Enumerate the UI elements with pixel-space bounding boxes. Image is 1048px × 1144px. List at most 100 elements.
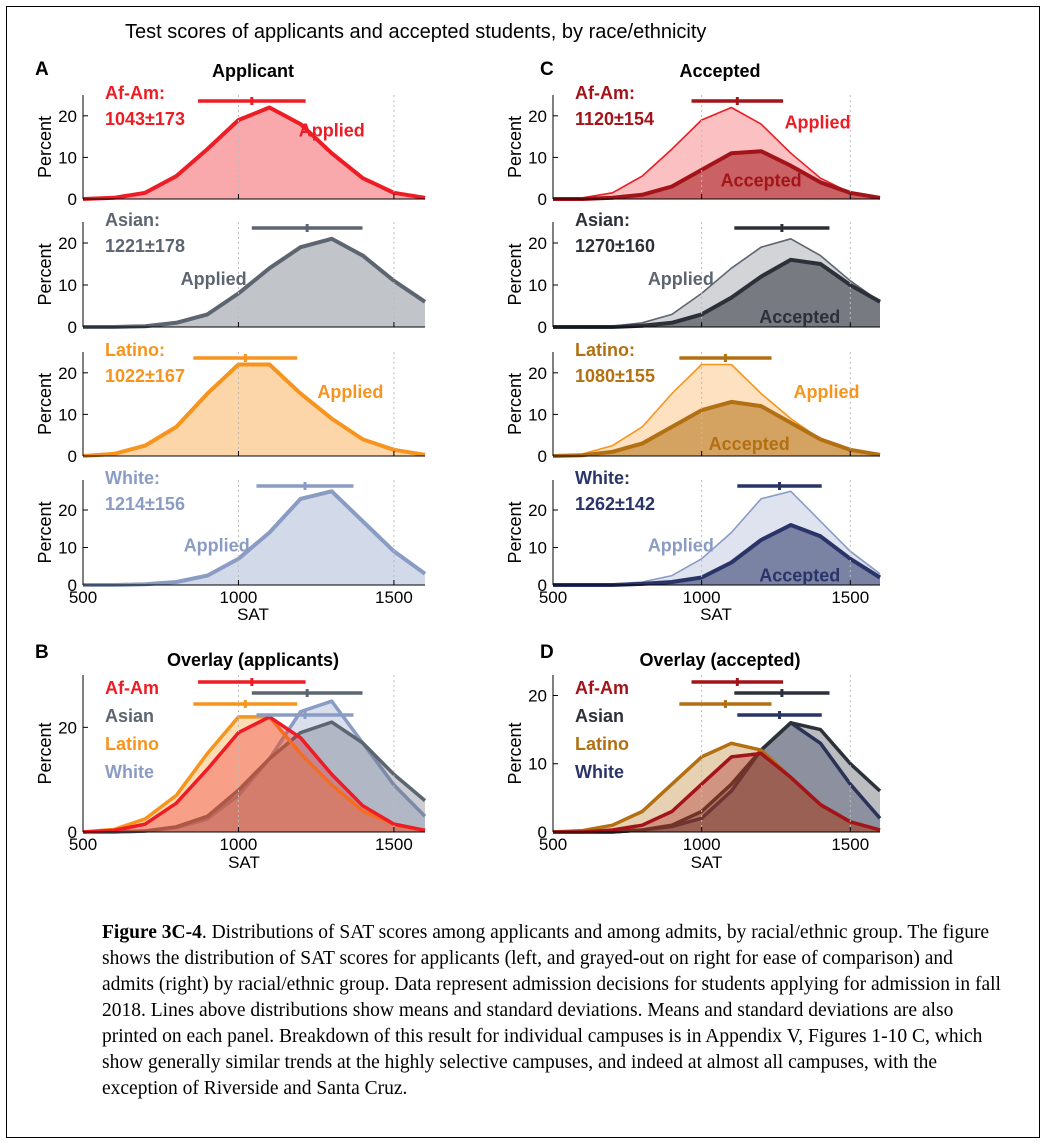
caption: Figure 3C-4. Distributions of SAT scores… <box>102 920 1002 1102</box>
y-tick-label: 20 <box>58 107 77 126</box>
y-axis-label: Percent <box>35 116 55 178</box>
figure-title: Test scores of applicants and accepted s… <box>125 21 706 43</box>
y-axis-label: Percent <box>35 722 55 784</box>
subplot-a-white: 0 10 20 500 1000 1500 Percent White: 1214±156 App… <box>35 468 427 607</box>
applied-label: Applied <box>181 269 247 289</box>
applied-line <box>552 106 881 200</box>
accepted-area <box>553 525 880 585</box>
x-axis-label-b: SAT <box>228 853 260 872</box>
afam-area <box>83 716 425 832</box>
y-axis-label: Percent <box>505 243 525 305</box>
group-stat: 1214±156 <box>105 494 185 514</box>
y-tick-label: 10 <box>528 405 547 424</box>
y-tick-label: 10 <box>528 276 547 295</box>
accepted-label: Accepted <box>721 171 802 191</box>
applied-line <box>82 362 426 458</box>
x-axis-label-d: SAT <box>691 853 723 872</box>
panel-letter-b: B <box>35 642 49 663</box>
white-area <box>553 722 880 832</box>
overlay-d: 0 10 20 500 1000 1500 Percent Af-Am Asian Latino W… <box>505 675 882 854</box>
afam-area <box>553 753 880 832</box>
afam-line <box>82 715 426 834</box>
y-tick-label: 0 <box>68 447 77 466</box>
y-tick-label: 10 <box>528 539 547 558</box>
applied-area <box>83 491 425 585</box>
y-tick-label: 0 <box>68 823 77 842</box>
accepted-area <box>553 259 880 327</box>
x-tick-label: 500 <box>539 835 567 854</box>
legend-entry: Af-Am <box>105 678 159 698</box>
group-label: White: <box>575 468 630 488</box>
x-tick-label: 1500 <box>375 835 413 854</box>
group-stat: 1022±167 <box>105 366 185 386</box>
legend-entry: Latino <box>575 734 629 754</box>
applied-label: Applied <box>793 382 859 402</box>
x-tick-label: 500 <box>69 835 97 854</box>
y-tick-label: 20 <box>528 364 547 383</box>
panel-letter-c: C <box>540 59 554 80</box>
applied-line <box>83 236 427 329</box>
y-tick-label: 0 <box>538 823 547 842</box>
panel-title-c: Accepted <box>679 61 760 81</box>
y-tick-label: 20 <box>528 107 547 126</box>
y-tick-label: 10 <box>58 276 77 295</box>
latino-line <box>82 715 426 834</box>
group-label: Latino: <box>575 340 635 360</box>
x-tick-label: 1000 <box>683 835 721 854</box>
y-tick-label: 0 <box>538 190 547 209</box>
group-label: Af-Am: <box>105 83 165 103</box>
x-tick-label: 1500 <box>831 835 869 854</box>
accepted-label: Accepted <box>709 434 790 454</box>
panel-title-b: Overlay (applicants) <box>167 650 339 670</box>
asian-area <box>83 722 425 832</box>
applied-label: Applied <box>785 112 851 132</box>
legend-entry: Latino <box>105 734 159 754</box>
asian-area <box>553 722 880 832</box>
accepted-area <box>553 151 880 199</box>
x-tick-label: 1500 <box>375 588 413 607</box>
group-label: Asian: <box>575 210 630 230</box>
y-tick-label: 10 <box>528 755 547 774</box>
group-label: Latino: <box>105 340 165 360</box>
legend-entry: Af-Am <box>575 678 629 698</box>
applied-label: Applied <box>648 535 714 555</box>
white-area <box>83 701 425 832</box>
legend-entry: White <box>575 762 624 782</box>
y-axis-label: Percent <box>505 373 525 435</box>
group-label: Asian: <box>105 210 160 230</box>
y-tick-label: 20 <box>58 234 77 253</box>
y-tick-label: 20 <box>58 501 77 520</box>
caption-text: . Distributions of SAT scores among appl… <box>102 922 1001 1099</box>
group-stat: 1080±155 <box>575 366 655 386</box>
afam-line <box>553 751 881 834</box>
applied-line <box>83 489 427 587</box>
group-label: Af-Am: <box>575 83 635 103</box>
y-tick-label: 0 <box>68 318 77 337</box>
y-tick-label: 20 <box>528 686 547 705</box>
y-tick-label: 10 <box>58 148 77 167</box>
y-tick-label: 0 <box>538 318 547 337</box>
accepted-line <box>553 149 881 201</box>
applied-label: Applied <box>648 269 714 289</box>
y-tick-label: 10 <box>58 539 77 558</box>
y-axis-label: Percent <box>35 501 55 563</box>
overlay-b: 0 20 500 1000 1500 Percent Af-Am Asian Latino Whi… <box>35 675 427 854</box>
y-tick-label: 10 <box>528 148 547 167</box>
applied-area <box>83 107 425 199</box>
x-tick-label: 1500 <box>831 588 869 607</box>
y-tick-label: 20 <box>528 501 547 520</box>
y-tick-label: 0 <box>538 576 547 595</box>
panel-letter-a: A <box>35 59 49 80</box>
applied-label: Applied <box>184 535 250 555</box>
y-tick-label: 0 <box>68 576 77 595</box>
legend-entry: Asian <box>575 706 624 726</box>
y-axis-label: Percent <box>35 243 55 305</box>
y-axis-label: Percent <box>35 373 55 435</box>
x-tick-label: 1000 <box>220 588 258 607</box>
applied-label: Applied <box>317 382 383 402</box>
accepted-area <box>553 401 880 456</box>
y-tick-label: 0 <box>68 190 77 209</box>
legend-entry: White <box>105 762 154 782</box>
